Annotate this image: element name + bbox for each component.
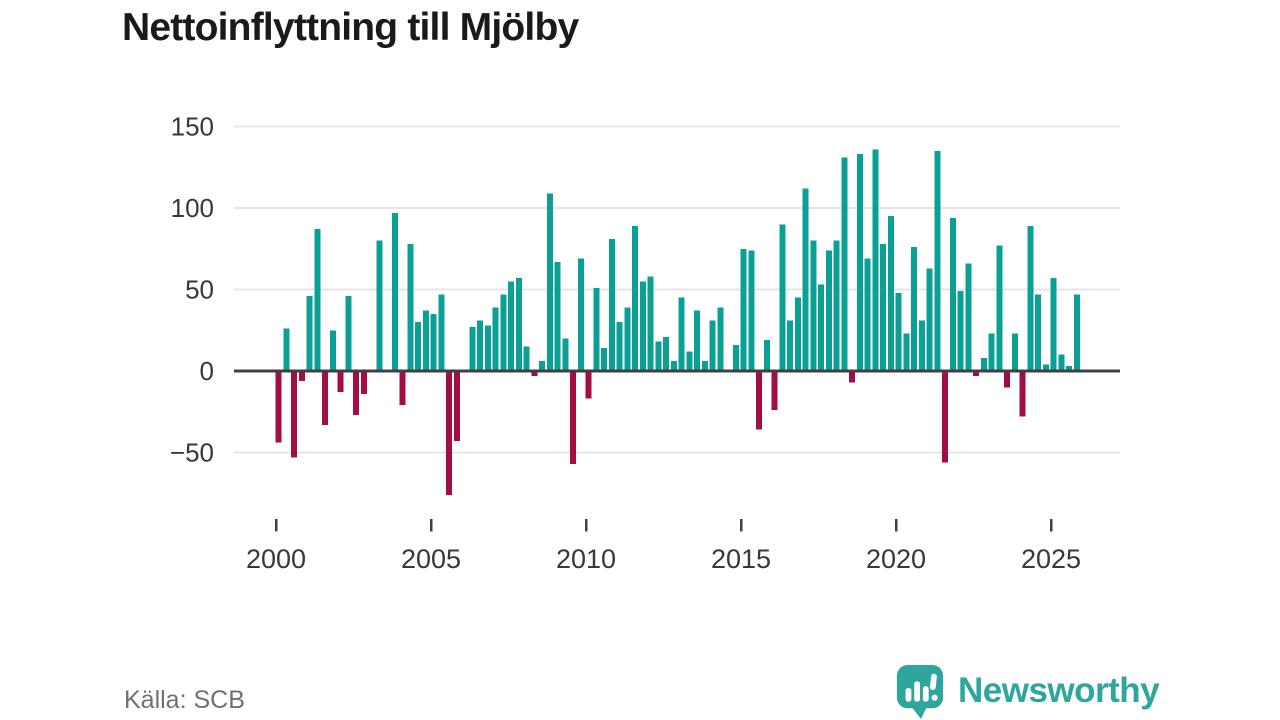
newsworthy-branding: Newsworthy: [895, 663, 1160, 719]
net-migration-bar-chart: 2000 2005 2010 2015 2020 2025 150 100 50 0 −50: [170, 112, 1120, 574]
newsworthy-logo-icon: [896, 665, 944, 719]
svg-text:50: 50: [185, 275, 214, 305]
svg-text:−50: −50: [170, 438, 214, 468]
svg-text:2025: 2025: [1021, 544, 1081, 574]
svg-text:100: 100: [171, 193, 214, 223]
svg-text:2015: 2015: [711, 544, 771, 574]
svg-text:2020: 2020: [866, 544, 926, 574]
chart-title: Nettoinflyttning till Mjölby: [122, 6, 579, 49]
svg-text:150: 150: [171, 112, 214, 142]
svg-text:2010: 2010: [556, 544, 616, 574]
svg-text:0: 0: [200, 356, 214, 386]
svg-text:2000: 2000: [246, 544, 306, 574]
source-label: Källa: SCB: [124, 686, 245, 714]
svg-text:2005: 2005: [401, 544, 461, 574]
newsworthy-wordmark: Newsworthy: [958, 671, 1160, 710]
